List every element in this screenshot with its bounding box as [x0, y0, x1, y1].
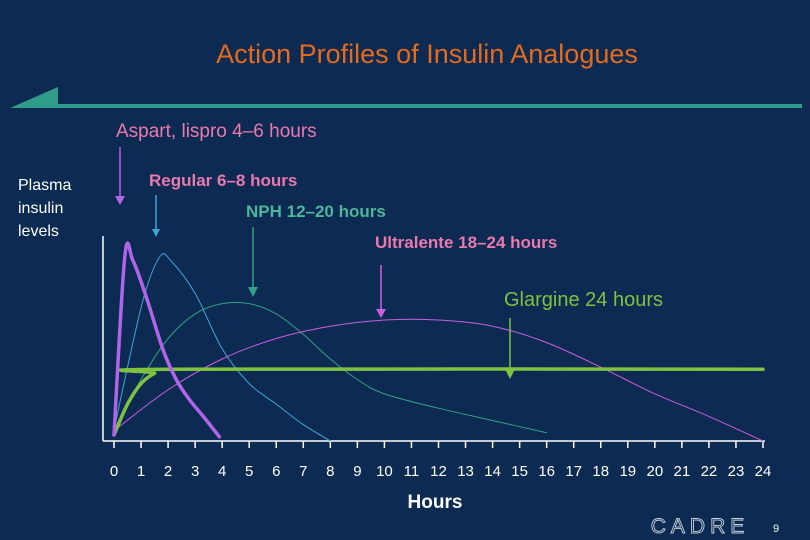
series-line-nph — [113, 301, 548, 434]
x-tick-label-16: 16 — [538, 463, 555, 480]
x-tick-label-15: 15 — [511, 463, 528, 480]
series-line-regular — [113, 252, 331, 442]
x-tick-label-24: 24 — [755, 463, 772, 480]
series-line-ultralente — [113, 318, 764, 442]
x-axis-tick-labels: 0 1 2 3 4 5 6 7 8 9 10 11 12 13 14 15 16 17 18 19 20 21 22 23 24 — [110, 463, 772, 480]
x-tick-label-21: 21 — [674, 463, 691, 480]
page-number: 9 — [773, 523, 779, 535]
brand-logo: CADRE — [651, 515, 750, 538]
arrow-ultralente — [376, 265, 386, 318]
plot-series — [112, 241, 765, 442]
x-tick-label-8: 8 — [326, 463, 334, 480]
x-tick-label-18: 18 — [592, 463, 609, 480]
x-tick-label-9: 9 — [353, 463, 361, 480]
x-tick-label-22: 22 — [701, 463, 718, 480]
x-tick-label-4: 4 — [218, 463, 226, 480]
arrow-regular — [152, 195, 160, 237]
arrow-glargine — [505, 318, 515, 379]
x-tick-label-1: 1 — [137, 463, 145, 480]
arrow-aspart — [115, 147, 125, 205]
annotation-ultralente: Ultralente 18–24 hours — [375, 233, 557, 252]
x-tick-label-0: 0 — [110, 463, 118, 480]
series-line-glargine — [112, 367, 765, 437]
title-underline — [58, 104, 802, 108]
x-tick-label-13: 13 — [457, 463, 474, 480]
x-tick-label-12: 12 — [430, 463, 447, 480]
ylabel-line-2: insulin — [18, 200, 63, 217]
x-axis-label: Hours — [408, 492, 463, 513]
ylabel-line-3: levels — [18, 223, 59, 240]
x-tick-label-23: 23 — [728, 463, 745, 480]
x-axis-ticks — [113, 441, 764, 448]
x-tick-label-5: 5 — [245, 463, 253, 480]
x-tick-label-2: 2 — [164, 463, 172, 480]
x-tick-label-17: 17 — [565, 463, 582, 480]
x-tick-label-14: 14 — [484, 463, 501, 480]
ylabel-line-1: Plasma — [18, 177, 71, 194]
slide-title: Action Profiles of Insulin Analogues — [216, 39, 638, 69]
annotation-glargine: Glargine 24 hours — [504, 289, 663, 311]
arrow-nph — [248, 227, 258, 297]
series-line-aspart-lispro — [112, 241, 222, 439]
x-tick-label-3: 3 — [191, 463, 199, 480]
x-tick-label-7: 7 — [299, 463, 307, 480]
accent-triangle — [10, 87, 58, 108]
annotation-regular: Regular 6–8 hours — [149, 171, 297, 190]
annotation-nph: NPH 12–20 hours — [246, 202, 386, 221]
x-tick-label-10: 10 — [376, 463, 393, 480]
annotation-aspart: Aspart, lispro 4–6 hours — [116, 121, 317, 142]
x-tick-label-6: 6 — [272, 463, 280, 480]
x-tick-label-19: 19 — [619, 463, 636, 480]
x-tick-label-20: 20 — [646, 463, 663, 480]
x-tick-label-11: 11 — [404, 463, 420, 480]
